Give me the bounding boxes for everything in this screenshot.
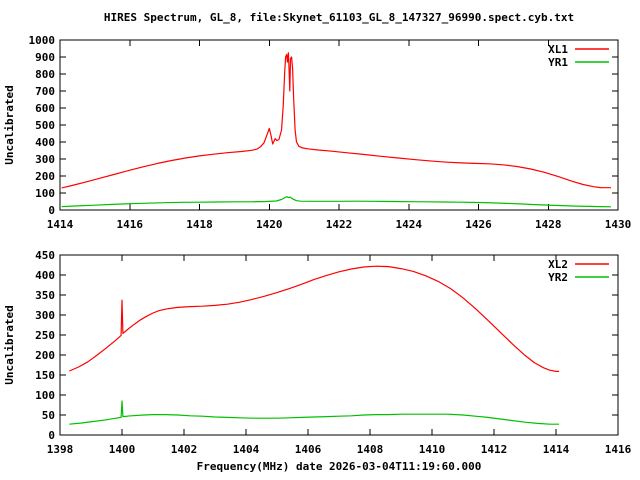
- x-tick-label: 1406: [295, 443, 322, 456]
- y-tick-label: 200: [35, 349, 55, 362]
- y-tick-label: 0: [48, 429, 55, 442]
- series-line-XL2: [69, 265, 560, 372]
- y-tick-label: 400: [35, 136, 55, 149]
- x-tick-label: 1410: [419, 443, 446, 456]
- x-tick-label: 1430: [605, 218, 632, 231]
- y-tick-label: 100: [35, 187, 55, 200]
- x-tick-label: 1416: [605, 443, 632, 456]
- y-tick-label: 400: [35, 269, 55, 282]
- legend-label-XL1: XL1: [548, 43, 568, 56]
- legend-label-YR2: YR2: [548, 271, 568, 284]
- x-tick-label: 1402: [171, 443, 198, 456]
- x-tick-label: 1408: [357, 443, 384, 456]
- x-axis-label: Frequency(MHz) date 2026-03-04T11:19:60.…: [196, 460, 482, 473]
- series-line-YR1: [61, 196, 612, 208]
- plot-border: [59, 39, 619, 211]
- y-tick-label: 200: [35, 170, 55, 183]
- y-tick-label: 50: [42, 409, 55, 422]
- y-tick-label: 500: [35, 119, 55, 132]
- x-tick-label: 1420: [256, 218, 283, 231]
- y-tick-label: 600: [35, 102, 55, 115]
- legend-label-YR1: YR1: [548, 56, 568, 69]
- chart-title: HIRES Spectrum, GL_8, file:Skynet_61103_…: [103, 11, 575, 24]
- y-tick-label: 300: [35, 309, 55, 322]
- y-tick-label: 150: [35, 369, 55, 382]
- y-tick-label: 1000: [29, 34, 56, 47]
- y-axis-label: Uncalibrated: [3, 85, 16, 164]
- y-tick-label: 900: [35, 51, 55, 64]
- x-tick-label: 1414: [543, 443, 570, 456]
- x-tick-label: 1426: [465, 218, 492, 231]
- x-tick-label: 1404: [233, 443, 260, 456]
- plot-border: [59, 254, 619, 436]
- x-tick-label: 1418: [186, 218, 213, 231]
- series-line-YR2: [69, 400, 560, 425]
- y-tick-label: 350: [35, 289, 55, 302]
- x-tick-label: 1414: [47, 218, 74, 231]
- x-tick-label: 1400: [109, 443, 136, 456]
- legend-label-XL2: XL2: [548, 258, 568, 271]
- y-tick-label: 250: [35, 329, 55, 342]
- x-tick-label: 1416: [117, 218, 144, 231]
- y-axis-label: Uncalibrated: [3, 305, 16, 384]
- series-line-XL1: [61, 52, 612, 189]
- x-tick-label: 1422: [326, 218, 353, 231]
- y-tick-label: 0: [48, 204, 55, 217]
- x-tick-label: 1398: [47, 443, 74, 456]
- y-tick-label: 450: [35, 249, 55, 262]
- y-tick-label: 100: [35, 389, 55, 402]
- x-tick-label: 1428: [535, 218, 562, 231]
- y-tick-label: 700: [35, 85, 55, 98]
- x-tick-label: 1412: [481, 443, 508, 456]
- y-tick-label: 800: [35, 68, 55, 81]
- y-tick-label: 300: [35, 153, 55, 166]
- x-tick-label: 1424: [396, 218, 423, 231]
